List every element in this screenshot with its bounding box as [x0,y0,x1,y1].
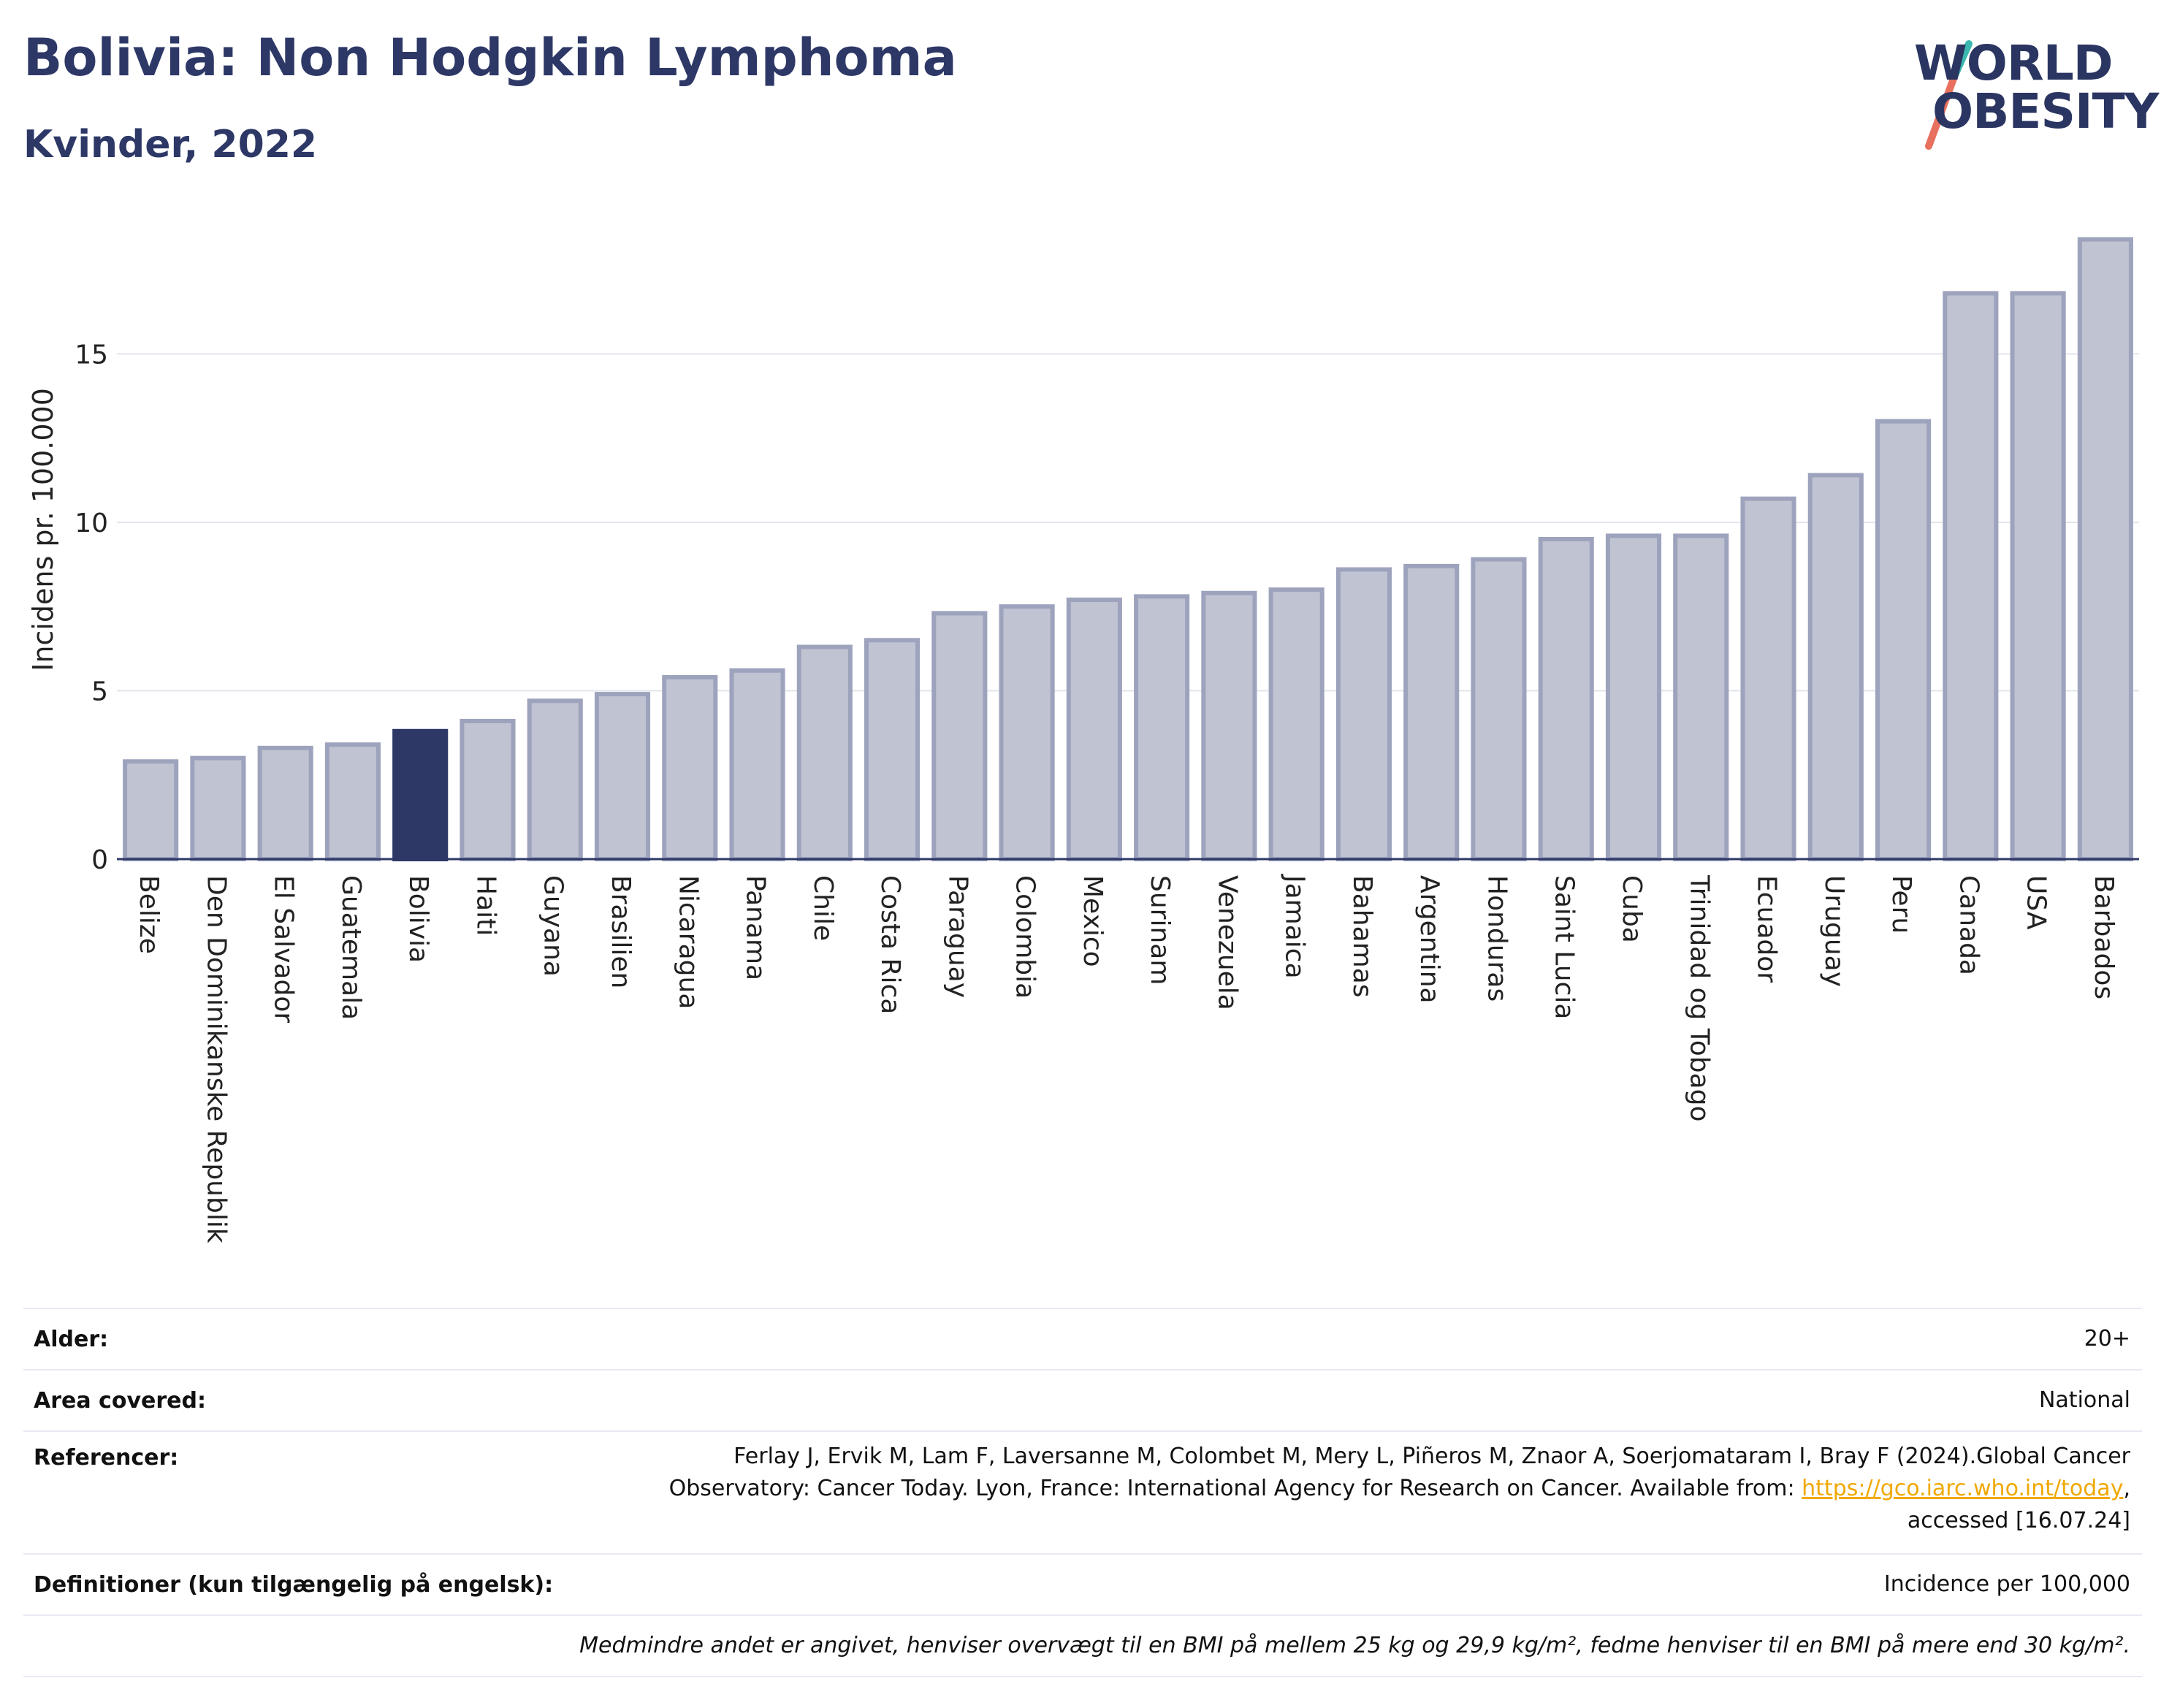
x-tick-label: Haiti [470,875,500,936]
x-tick-label: Bahamas [1347,875,1377,998]
x-tick-label: Colombia [1010,875,1040,999]
bar-guyana[interactable] [527,698,583,861]
info-row-references: Referencer: Ferlay J, Ervik M, Lam F, La… [23,1430,2142,1553]
bar-cuba[interactable] [1605,533,1662,861]
x-tick-label: Venezuela [1212,875,1242,1010]
bar-chile[interactable] [796,644,853,862]
bar-barbados[interactable] [2077,237,2133,861]
x-tick-label: Barbados [2089,875,2119,999]
bar-uruguay[interactable] [1807,473,1864,861]
references-comma: , [2123,1476,2130,1501]
bar-belize[interactable] [123,759,179,861]
bar-el-salvador[interactable] [257,745,313,862]
bar-trinidad-og-tobago[interactable] [1673,533,1729,861]
age-label: Alder: [34,1326,109,1352]
x-tick-label: Den Dominikanske Republik [201,875,231,1243]
bar-venezuela[interactable] [1201,590,1257,861]
x-tick-label: Uruguay [1819,875,1849,987]
bar-argentina[interactable] [1403,563,1460,861]
bar-brasilien[interactable] [594,692,651,862]
x-tick-label: Nicaragua [673,875,703,1009]
definitions-label: Definitioner (kun tilgængelig på engelsk… [34,1571,554,1598]
info-row-definitions: Definitioner (kun tilgængelig på engelsk… [23,1553,2142,1614]
x-tick-label: Jamaica [1280,874,1310,979]
bar-bahamas[interactable] [1335,567,1392,861]
x-tick-label: Guatemala [336,875,366,1020]
logo-word-obesity: OBESITY [1932,83,2159,140]
bar-mexico[interactable] [1066,597,1122,862]
bar-ecuador[interactable] [1740,496,1796,862]
bar-saint-lucia[interactable] [1538,537,1594,861]
bar-panama[interactable] [729,668,785,862]
x-tick-label: Chile [808,875,838,941]
bars [123,237,2133,862]
area-value: National [2038,1387,2130,1413]
bar-bolivia[interactable] [392,728,449,861]
chart-title: Bolivia: Non Hodgkin Lymphoma [23,28,957,88]
x-tick-label: Canada [1954,875,1983,975]
bar-paraguay[interactable] [931,611,988,861]
bar-surinam[interactable] [1134,594,1190,862]
y-tick-label: 5 [91,676,108,706]
x-tick-label: Argentina [1414,875,1444,1004]
grid-lines [117,353,2139,692]
x-tick-label: Bolivia [403,875,433,963]
references-value: Ferlay J, Ervik M, Lam F, Laversanne M, … [669,1432,2142,1553]
logo-word-world: WORLD [1914,35,2114,91]
y-tick-label: 10 [75,508,108,538]
references-line-3: accessed [16.07.24] [1907,1508,2130,1533]
bar-haiti[interactable] [460,718,516,862]
x-tick-label: Saint Lucia [1550,875,1579,1019]
y-axis-label: Incidens pr. 100.000 [27,388,59,671]
bar-canada[interactable] [1943,291,1999,861]
x-tick-label: Trinidad og Tobago [1684,874,1714,1122]
bar-colombia[interactable] [999,604,1055,861]
area-label: Area covered: [34,1387,206,1414]
info-table: Alder: 20+ Area covered: National Refere… [23,1308,2142,1677]
x-tick-label: Cuba [1617,875,1647,943]
bar-chart: 0 5 10 15 Belize Den Dominikanske Republik El … [27,237,2139,1243]
bar-jamaica[interactable] [1268,587,1325,861]
references-line-1: Ferlay J, Ervik M, Lam F, Laversanne M, … [733,1444,2130,1469]
bar-den-dominikanske-republik[interactable] [190,755,246,861]
x-tick-label: Paraguay [942,875,972,998]
world-obesity-logo[interactable]: WORLD OBESITY [1899,35,2159,153]
footnote: Medmindre andet er angivet, henviser ove… [579,1633,2130,1658]
info-row-note: Medmindre andet er angivet, henviser ove… [23,1614,2142,1677]
tick-labels: 0 5 10 15 Belize Den Dominikanske Republik El … [75,340,2119,1243]
x-tick-label: Costa Rica [875,875,905,1014]
x-tick-label: Panama [741,875,771,980]
y-tick-label: 15 [75,340,108,370]
x-tick-label: Ecuador [1752,875,1782,983]
bar-honduras[interactable] [1471,557,1527,861]
info-row-area: Area covered: National [23,1369,2142,1430]
x-tick-label: Surinam [1145,875,1175,985]
bar-nicaragua[interactable] [662,675,718,861]
references-line-2: Observatory: Cancer Today. Lyon, France:… [668,1476,1802,1501]
bar-peru[interactable] [1875,419,1932,861]
references-label: Referencer: [34,1445,179,1471]
chart-subtitle: Kvinder, 2022 [23,123,318,167]
references-link[interactable]: https://gco.iarc.who.int/today [1802,1476,2124,1501]
logo-slash-icon [1925,40,1973,150]
x-tick-label: El Salvador [269,875,299,1023]
y-tick-label: 0 [91,845,108,875]
x-tick-label: USA [2021,875,2051,930]
info-row-age: Alder: 20+ [23,1308,2142,1369]
x-tick-label: Mexico [1078,875,1108,967]
age-value: 20+ [2084,1326,2130,1351]
x-tick-label: Honduras [1482,875,1512,1002]
x-tick-label: Guyana [538,875,568,977]
bar-costa-rica[interactable] [864,638,921,861]
x-tick-label: Peru [1886,875,1916,934]
x-tick-label: Brasilien [606,875,636,988]
bar-usa[interactable] [2010,291,2066,861]
definitions-value: Incidence per 100,000 [1883,1571,2130,1597]
bar-guatemala[interactable] [324,742,381,862]
x-tick-label: Belize [134,875,164,954]
